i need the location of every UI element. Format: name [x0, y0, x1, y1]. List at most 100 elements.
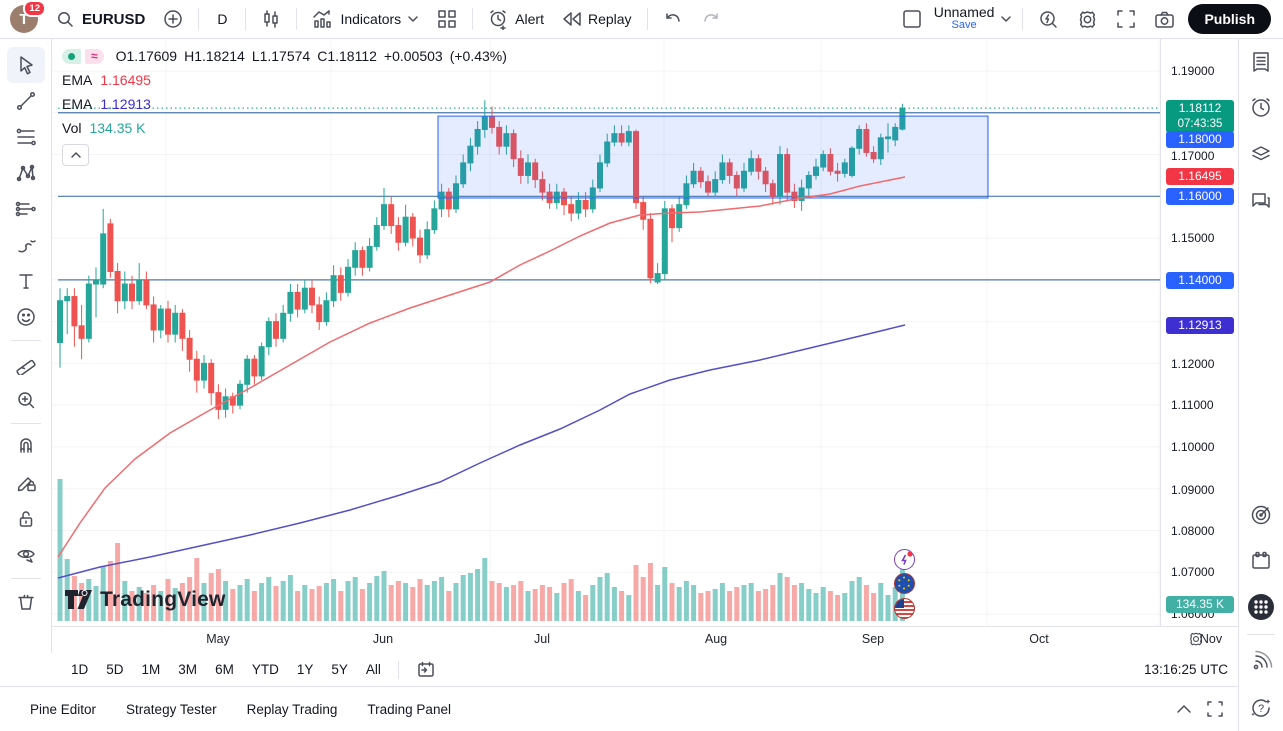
range-button-5y[interactable]: 5Y: [331, 662, 348, 677]
range-button-1y[interactable]: 1Y: [296, 662, 314, 677]
bottom-tab-strategy-tester[interactable]: Strategy Tester: [126, 701, 217, 717]
change-value: +0.00503: [383, 48, 443, 64]
notification-badge: 12: [23, 0, 46, 17]
tfbar-divider: [397, 660, 399, 679]
collapse-panel-icon[interactable]: [1176, 704, 1192, 714]
tradingview-logo-icon: [65, 590, 92, 609]
snapshot-button[interactable]: [1145, 4, 1184, 34]
magnet-tool[interactable]: [7, 429, 45, 465]
range-button-all[interactable]: All: [365, 662, 381, 677]
save-link[interactable]: Save: [951, 19, 977, 31]
fullscreen-button[interactable]: [1107, 4, 1145, 34]
chart-legend: ≈ O1.17609 H1.18214 L1.17574 C1.18112 +0…: [62, 47, 507, 166]
streams-icon: [1253, 650, 1273, 670]
streams-button[interactable]: [1243, 644, 1279, 680]
range-button-ytd[interactable]: YTD: [251, 662, 279, 677]
chart-pane[interactable]: TradingView ≈ O1.17609 H1.18214 L1.17574…: [52, 39, 1238, 653]
interval-button[interactable]: D: [205, 4, 239, 34]
range-button-5d[interactable]: 5D: [106, 662, 124, 677]
legend-collapse-button[interactable]: [62, 144, 89, 166]
help-button[interactable]: ?: [1243, 690, 1279, 726]
symbol-search-button[interactable]: EURUSD: [52, 4, 154, 34]
brush-tool[interactable]: [7, 227, 45, 263]
bottom-tab-pine-editor[interactable]: Pine Editor: [30, 701, 97, 717]
go-to-date-button[interactable]: [408, 656, 444, 683]
range-button-3m[interactable]: 3M: [178, 662, 198, 677]
cursor-tool[interactable]: [6, 47, 45, 83]
user-menu[interactable]: T 12: [10, 0, 46, 33]
trend-line-tool[interactable]: [7, 83, 45, 119]
bottom-tab-replay-trading[interactable]: Replay Trading: [246, 701, 338, 717]
current-price-badge[interactable]: 1.18112 07:43:35: [1166, 100, 1234, 133]
layout-menu-button[interactable]: [996, 4, 1016, 34]
bottom-tab-trading-panel[interactable]: Trading Panel: [367, 701, 451, 717]
fib-retracement-tool[interactable]: [7, 119, 45, 155]
remove-drawings-tool[interactable]: [7, 584, 45, 620]
economic-event-icon[interactable]: [894, 549, 915, 570]
emoji-tool[interactable]: [7, 299, 45, 335]
compare-add-button[interactable]: [154, 4, 192, 34]
redo-icon: [703, 13, 718, 22]
drawing-mode-icon: [17, 477, 36, 492]
alert-button[interactable]: Alert: [479, 4, 553, 34]
delayed-data-pill[interactable]: ≈: [85, 48, 104, 64]
chat-button[interactable]: [1243, 182, 1279, 218]
apps-button[interactable]: [1243, 589, 1279, 625]
price-badge[interactable]: 1.18000: [1166, 131, 1234, 148]
calendar-button[interactable]: [1243, 543, 1279, 579]
price-axis[interactable]: 1.19000 1.17000 1.15000 1.12000 1.11000 1.100…: [1160, 39, 1238, 626]
price-badge[interactable]: 134.35 K: [1166, 596, 1234, 613]
price-badge[interactable]: 1.14000: [1166, 272, 1234, 289]
ema1-legend-row[interactable]: EMA 1.16495: [62, 71, 507, 89]
range-button-1d[interactable]: 1D: [71, 662, 89, 677]
undo-button[interactable]: [654, 4, 692, 34]
price-badge[interactable]: 1.16000: [1166, 188, 1234, 205]
layout-name-button[interactable]: Unnamed Save: [934, 5, 995, 32]
price-axis-label: 1.09000: [1171, 483, 1215, 497]
candles-icon: [264, 10, 279, 28]
object-tree-button[interactable]: [1243, 136, 1279, 172]
stay-drawing-mode-tool[interactable]: [7, 465, 45, 501]
prediction-tool[interactable]: [7, 191, 45, 227]
pattern-tool[interactable]: [7, 155, 45, 191]
lock-drawings-tool[interactable]: [7, 501, 45, 537]
screener-button[interactable]: [1243, 497, 1279, 533]
axis-settings-gear-icon[interactable]: [1188, 631, 1204, 647]
symbol-label: EURUSD: [82, 10, 146, 28]
volume-legend-row[interactable]: Vol 134.35 K: [62, 119, 507, 137]
hide-drawings-tool[interactable]: [7, 537, 45, 573]
ema2-legend-row[interactable]: EMA 1.12913: [62, 95, 507, 113]
clock-utc[interactable]: 13:16:25 UTC: [1143, 662, 1228, 677]
object-tree-icon: [1252, 146, 1270, 161]
layout-select-button[interactable]: [892, 4, 932, 34]
zoom-in-tool[interactable]: [7, 382, 45, 418]
indicators-button[interactable]: Indicators: [303, 4, 428, 34]
maximize-panel-icon[interactable]: [1206, 700, 1224, 718]
chart-style-button[interactable]: [252, 4, 290, 34]
watchlist-icon: [1253, 52, 1269, 72]
publish-button[interactable]: Publish: [1188, 4, 1271, 34]
redo-button[interactable]: [692, 4, 730, 34]
us-flag-icon[interactable]: [894, 598, 915, 619]
quick-search-button[interactable]: [1029, 4, 1068, 34]
range-button-1m[interactable]: 1M: [141, 662, 161, 677]
svg-text:?: ?: [1258, 703, 1264, 715]
time-axis-month-label: May: [206, 632, 230, 646]
text-tool[interactable]: [7, 263, 45, 299]
settings-button[interactable]: [1068, 4, 1107, 34]
range-button-6m[interactable]: 6M: [215, 662, 234, 677]
price-badge[interactable]: 1.12913: [1166, 317, 1234, 334]
price-badge[interactable]: 1.16495: [1166, 168, 1234, 185]
toolbar-separator: [10, 423, 41, 424]
measure-tool[interactable]: [7, 346, 45, 382]
fullscreen-icon: [1117, 10, 1136, 28]
layout-templates-button[interactable]: [428, 4, 466, 34]
price-axis-label: 1.17000: [1171, 149, 1215, 163]
watchlist-button[interactable]: [1243, 44, 1279, 80]
market-status-pill[interactable]: [62, 48, 81, 64]
interval-label: D: [217, 11, 228, 27]
replay-button[interactable]: Replay: [553, 4, 641, 34]
time-axis[interactable]: May Jun Jul Aug Sep Oct Nov: [52, 626, 1238, 653]
alerts-panel-button[interactable]: [1243, 90, 1279, 126]
eu-flag-icon[interactable]: [894, 573, 915, 594]
